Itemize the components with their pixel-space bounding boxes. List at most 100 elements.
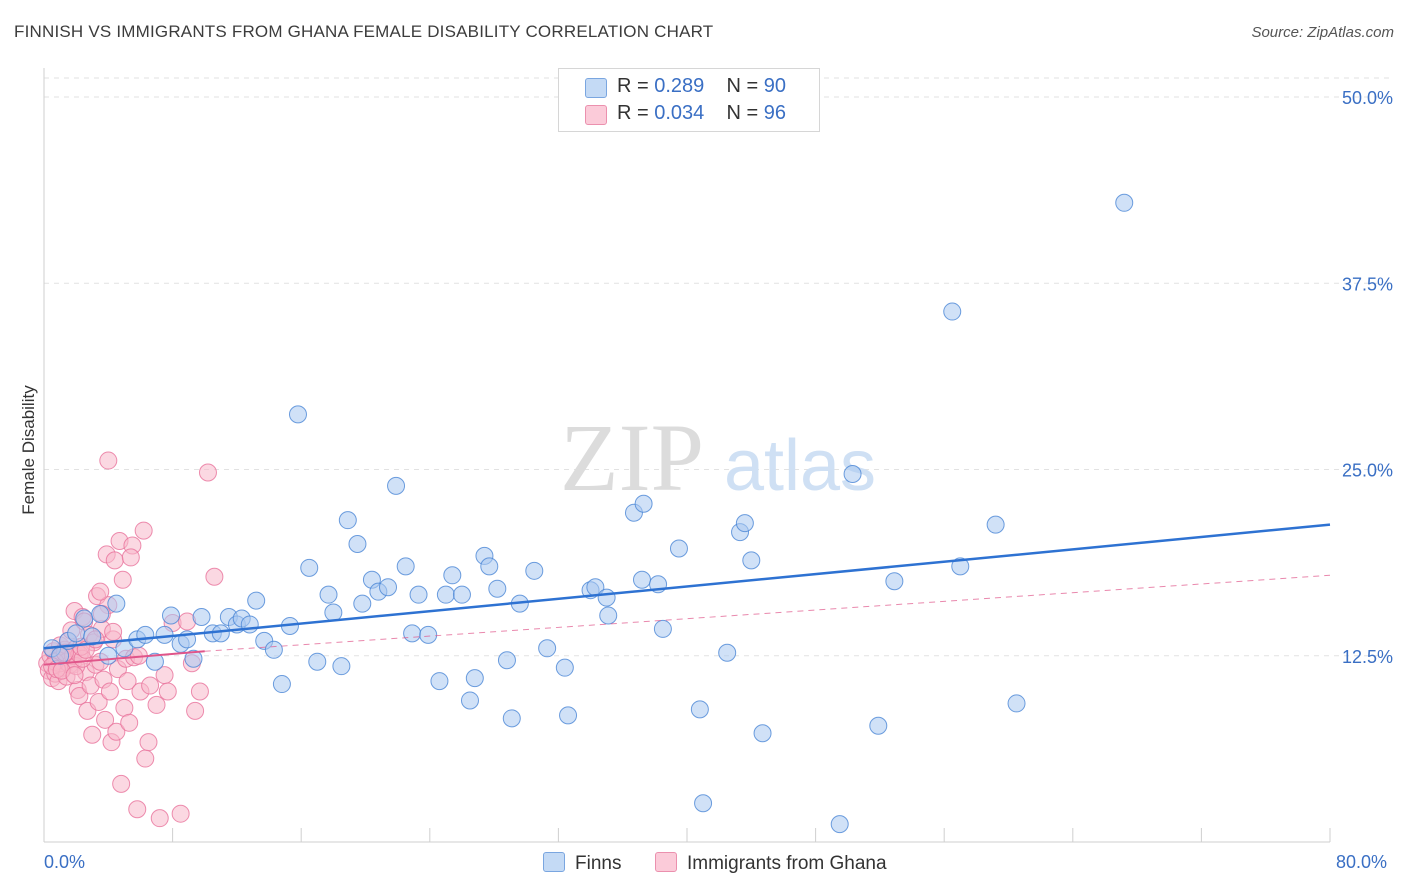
finns-point [694, 794, 713, 813]
finns-point [436, 585, 455, 604]
finns-point [718, 643, 737, 662]
axes [43, 68, 1331, 843]
finns-point [597, 588, 616, 607]
finns-point [885, 572, 904, 591]
legend-swatch-finns [543, 852, 565, 872]
legend-item-finns: Finns [543, 852, 621, 875]
ghana-point [147, 695, 166, 714]
ghana-point [158, 682, 177, 701]
ghana-point [115, 698, 134, 717]
watermark: ZIP atlas [560, 404, 876, 511]
trend-line-extension [204, 574, 1331, 652]
finns-point [387, 476, 406, 495]
y-tick-label: 12.5% [1342, 647, 1393, 667]
finns-point [742, 551, 761, 570]
finns-point [632, 570, 651, 589]
finns-point [497, 651, 516, 670]
ghana-point [104, 622, 123, 641]
r-label: R = [617, 75, 649, 97]
ghana-point [96, 710, 115, 729]
finns-point [319, 585, 338, 604]
finns-point [107, 594, 126, 613]
ghana-point [205, 567, 224, 586]
finns-point [300, 558, 319, 577]
legend-label-ghana: Immigrants from Ghana [687, 853, 887, 874]
n-value: 90 [763, 75, 787, 97]
finns-point [161, 606, 180, 625]
finns-point [264, 640, 283, 659]
finns-point [379, 578, 398, 597]
finns-point [460, 691, 479, 710]
finns-point [403, 624, 422, 643]
ghana-point [100, 682, 119, 701]
finns-point [67, 624, 86, 643]
finns-point [465, 669, 484, 688]
finns-point [951, 557, 970, 576]
finns-point [690, 700, 709, 719]
n-value: 96 [763, 102, 787, 124]
legend-text-finns: R = 0.289 N = 90 [617, 75, 786, 98]
chart-title: FINNISH VS IMMIGRANTS FROM GHANA FEMALE … [14, 22, 714, 41]
ghana-point [65, 666, 84, 685]
y-tick-labels: 12.5% 25.0% 37.5% 50.0% [1342, 88, 1393, 667]
finns-point [559, 706, 578, 725]
ghana-point [186, 701, 205, 720]
finns-point [502, 709, 521, 728]
finns-point [943, 302, 962, 321]
finns-point [75, 609, 94, 628]
finns-point [555, 658, 574, 677]
finns-point [272, 675, 291, 694]
ghana-point [118, 672, 137, 691]
ghana-point [70, 686, 89, 705]
r-value: 0.034 [654, 102, 705, 124]
trend-lines [43, 523, 1331, 666]
x-tick-label-max: 80.0% [1336, 852, 1388, 872]
finns-point [1115, 193, 1134, 212]
n-label: N = [726, 75, 759, 97]
ghana-point [83, 725, 102, 744]
finns-point [240, 615, 259, 634]
ghana-point [190, 682, 209, 701]
ghana-point [99, 451, 118, 470]
finns-point [599, 606, 618, 625]
finns-point [986, 515, 1005, 534]
ghana-point [91, 582, 110, 601]
finns-point [353, 594, 372, 613]
finns-point [324, 603, 343, 622]
ghana-point [171, 804, 190, 823]
finns-point [753, 724, 772, 743]
y-tick-label: 50.0% [1342, 88, 1393, 108]
ghana-point [89, 692, 108, 711]
legend-label-finns: Finns [575, 853, 622, 874]
finns-point [843, 464, 862, 483]
ghana-point [150, 809, 169, 828]
legend-item-ghana: Immigrants from Ghana [655, 852, 887, 875]
finns-point [184, 649, 203, 668]
finns-point [136, 625, 155, 644]
finns-point [452, 585, 471, 604]
finns-point [869, 716, 888, 735]
n-label: N = [726, 102, 759, 124]
ghana-point [120, 713, 139, 732]
legend-text-ghana: R = 0.034 N = 96 [617, 102, 786, 125]
finns-point [419, 625, 438, 644]
finns-point [192, 608, 211, 627]
ghana-point [105, 551, 124, 570]
finns-point [247, 591, 266, 610]
y-tick-label: 37.5% [1342, 274, 1393, 294]
finns-point [538, 639, 557, 658]
ghana-point [141, 676, 160, 695]
ghana-point [121, 548, 140, 567]
x-tick-label-min: 0.0% [44, 852, 86, 872]
finns-point [211, 624, 230, 643]
data-points [38, 193, 1134, 834]
finns-point [145, 652, 164, 671]
correlation-legend: R = 0.289 N = 90 R = 0.034 N = 96 [558, 68, 820, 132]
ghana-point [113, 570, 132, 589]
finns-point [634, 494, 653, 513]
finns-point [332, 657, 351, 676]
finns-point [338, 511, 357, 530]
finns-point [480, 557, 499, 576]
finns-point [409, 585, 428, 604]
